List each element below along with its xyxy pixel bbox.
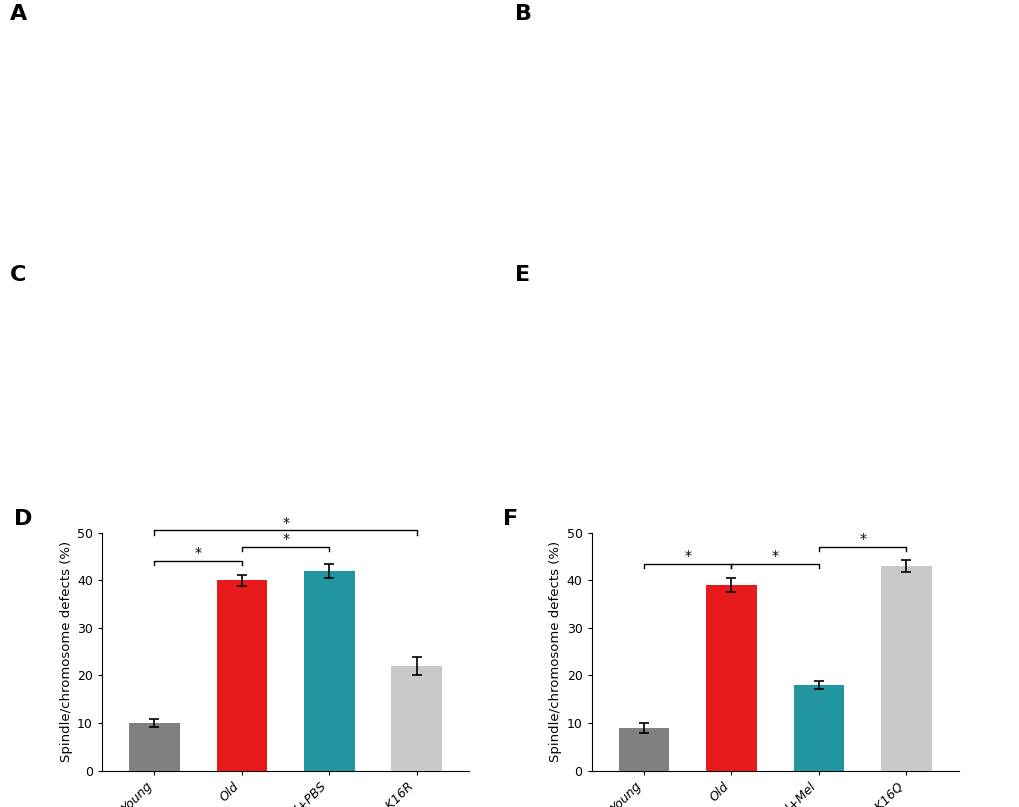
Text: *: *	[771, 549, 777, 562]
Text: *: *	[684, 549, 691, 562]
Bar	[129, 723, 179, 771]
Bar	[793, 685, 844, 771]
Bar	[619, 728, 668, 771]
Text: B: B	[515, 4, 532, 24]
Bar	[705, 585, 756, 771]
Text: *: *	[195, 546, 202, 561]
Text: F: F	[503, 508, 518, 529]
Bar	[304, 571, 355, 771]
Text: *: *	[282, 516, 288, 529]
Bar	[216, 580, 267, 771]
Text: A: A	[10, 4, 28, 24]
Y-axis label: Spindle/chromosome defects (%): Spindle/chromosome defects (%)	[60, 541, 72, 763]
Y-axis label: Spindle/chromosome defects (%): Spindle/chromosome defects (%)	[549, 541, 561, 763]
Text: E: E	[515, 265, 530, 285]
Text: C: C	[10, 265, 26, 285]
Text: *: *	[282, 532, 288, 546]
Text: D: D	[14, 508, 33, 529]
Bar	[880, 566, 930, 771]
Text: *: *	[858, 532, 865, 546]
Bar	[391, 666, 441, 771]
